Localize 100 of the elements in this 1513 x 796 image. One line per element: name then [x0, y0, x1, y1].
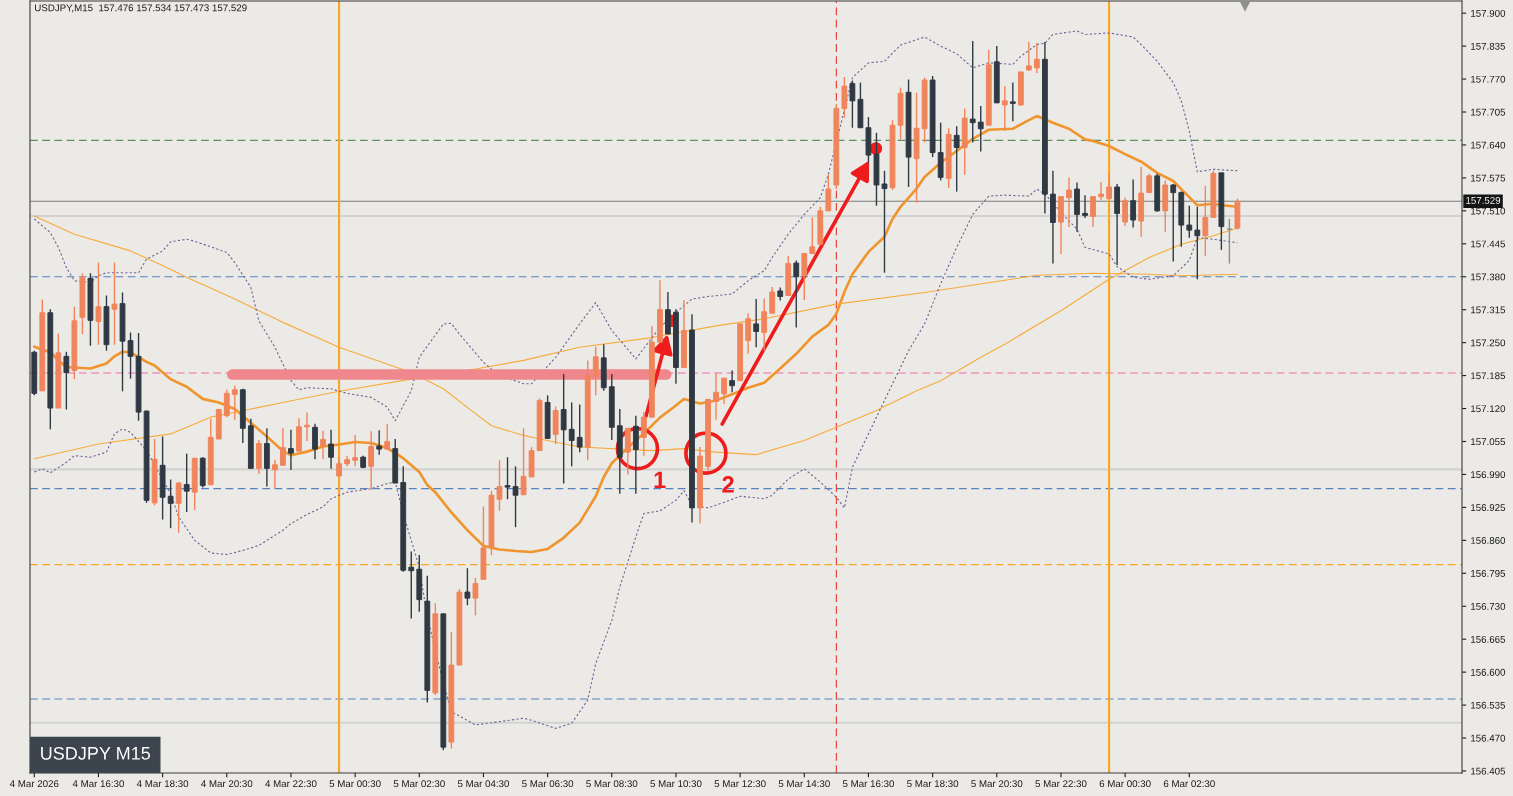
y-tick-label: 156.860 — [1471, 537, 1506, 544]
y-tick-label: 156.405 — [1471, 767, 1506, 775]
candlestick — [1098, 181, 1104, 201]
candlestick — [464, 567, 471, 606]
candlestick — [336, 456, 342, 477]
candlestick — [632, 414, 639, 495]
candlestick — [640, 411, 647, 457]
candlestick — [729, 369, 735, 394]
candlestick — [825, 173, 832, 212]
y-tick-label: 157.185 — [1471, 372, 1506, 380]
candlestick — [520, 427, 527, 496]
y-tick-label: 157.055 — [1471, 438, 1506, 446]
candlestick — [320, 430, 326, 460]
candlestick — [1106, 173, 1112, 200]
x-tick-label: 5 Mar 18:30 — [907, 780, 959, 788]
candlestick — [175, 481, 182, 534]
y-tick-label: 157.770 — [1471, 75, 1506, 83]
candlestick — [368, 430, 375, 491]
candlestick — [472, 577, 479, 617]
y-tick-label: 157.380 — [1471, 273, 1506, 281]
candlestick — [568, 401, 575, 468]
line-series — [33, 188, 1238, 729]
candlestick — [280, 427, 286, 467]
candlestick — [167, 478, 174, 529]
x-tick-label: 5 Mar 06:30 — [522, 780, 574, 788]
candlestick — [769, 286, 776, 314]
candlestick — [745, 312, 752, 355]
candlestick — [384, 423, 391, 450]
candlestick — [1009, 81, 1016, 122]
y-tick-label: 156.600 — [1471, 668, 1506, 676]
candlestick — [95, 261, 102, 346]
candlestick — [592, 346, 599, 397]
y-tick-label: 156.990 — [1471, 471, 1506, 479]
candlestick — [624, 427, 631, 476]
candlestick — [408, 550, 415, 620]
line-series — [33, 215, 1238, 456]
y-tick-label: 157.510 — [1471, 207, 1506, 215]
y-tick-label: 156.665 — [1471, 635, 1506, 643]
x-tick-label: 5 Mar 12:30 — [714, 780, 766, 788]
x-tick-label: 5 Mar 04:30 — [457, 780, 510, 788]
annotation: USDJPY M15 — [41, 746, 151, 760]
candlestick — [721, 377, 727, 405]
candlestick — [576, 403, 583, 453]
candlestick — [849, 79, 856, 129]
chart-title: USDJPY,M15 157.476 157.534 157.473 157.529 — [35, 4, 247, 13]
x-tick-label: 5 Mar 22:30 — [1035, 780, 1087, 788]
candlestick — [1001, 85, 1008, 132]
candlestick — [713, 372, 719, 421]
x-tick-label: 6 Mar 00:30 — [1099, 780, 1151, 788]
x-tick-label: 5 Mar 20:30 — [971, 780, 1023, 788]
candlestick — [304, 411, 310, 442]
x-tick-label: 5 Mar 14:30 — [778, 780, 830, 788]
y-tick-label: 156.730 — [1471, 602, 1506, 610]
y-tick-label: 157.640 — [1471, 141, 1506, 149]
candlestick — [1186, 205, 1193, 239]
candlestick — [1226, 218, 1233, 265]
x-tick-label: 5 Mar 16:30 — [842, 780, 895, 788]
line-series — [33, 30, 1238, 422]
candlestick — [183, 452, 190, 513]
x-tick-label: 5 Mar 00:30 — [329, 780, 381, 788]
candlestick — [977, 105, 984, 153]
candlestick — [801, 252, 808, 301]
x-tick-label: 4 Mar 2026 — [9, 780, 59, 788]
y-tick-label: 157.900 — [1471, 9, 1506, 17]
candlestick — [560, 373, 567, 485]
candlestick — [969, 40, 976, 144]
y-tick-label: 156.470 — [1471, 734, 1506, 742]
y-tick-label: 156.535 — [1471, 701, 1506, 709]
candlestick — [793, 259, 800, 329]
candlestick — [953, 125, 960, 193]
candlestick — [312, 423, 318, 460]
x-tick-label: 5 Mar 08:30 — [586, 780, 638, 788]
x-tick-label: 6 Mar 02:30 — [1163, 780, 1215, 788]
y-tick-label: 156.795 — [1471, 570, 1506, 577]
candlestick — [1202, 185, 1209, 257]
candlestick — [328, 429, 334, 470]
x-tick-label: 4 Mar 16:30 — [72, 780, 125, 788]
candlestick — [223, 389, 230, 418]
candlestick — [1066, 176, 1072, 228]
x-tick-label: 4 Mar 18:30 — [136, 780, 189, 788]
candlestick — [841, 76, 848, 119]
y-tick-label: 157.315 — [1471, 306, 1506, 314]
candlestick — [761, 297, 768, 352]
candlestick — [753, 298, 760, 348]
candlestick — [111, 261, 118, 346]
x-tick-label: 5 Mar 02:30 — [393, 780, 445, 788]
candlestick — [231, 385, 238, 421]
x-tick-label: 5 Mar 10:30 — [650, 780, 702, 788]
candlestick — [1170, 183, 1177, 263]
candlestick — [288, 429, 294, 471]
annotation: 2 — [722, 476, 734, 493]
candlestick — [1090, 195, 1096, 228]
candlestick — [1194, 206, 1201, 280]
y-tick-label: 157.705 — [1471, 108, 1506, 116]
candlestick — [352, 434, 359, 468]
candlestick — [63, 351, 70, 411]
candlestick — [552, 405, 559, 445]
candlestick — [376, 429, 383, 456]
y-tick-label: 157.250 — [1471, 339, 1506, 347]
candlestick — [1122, 196, 1129, 227]
